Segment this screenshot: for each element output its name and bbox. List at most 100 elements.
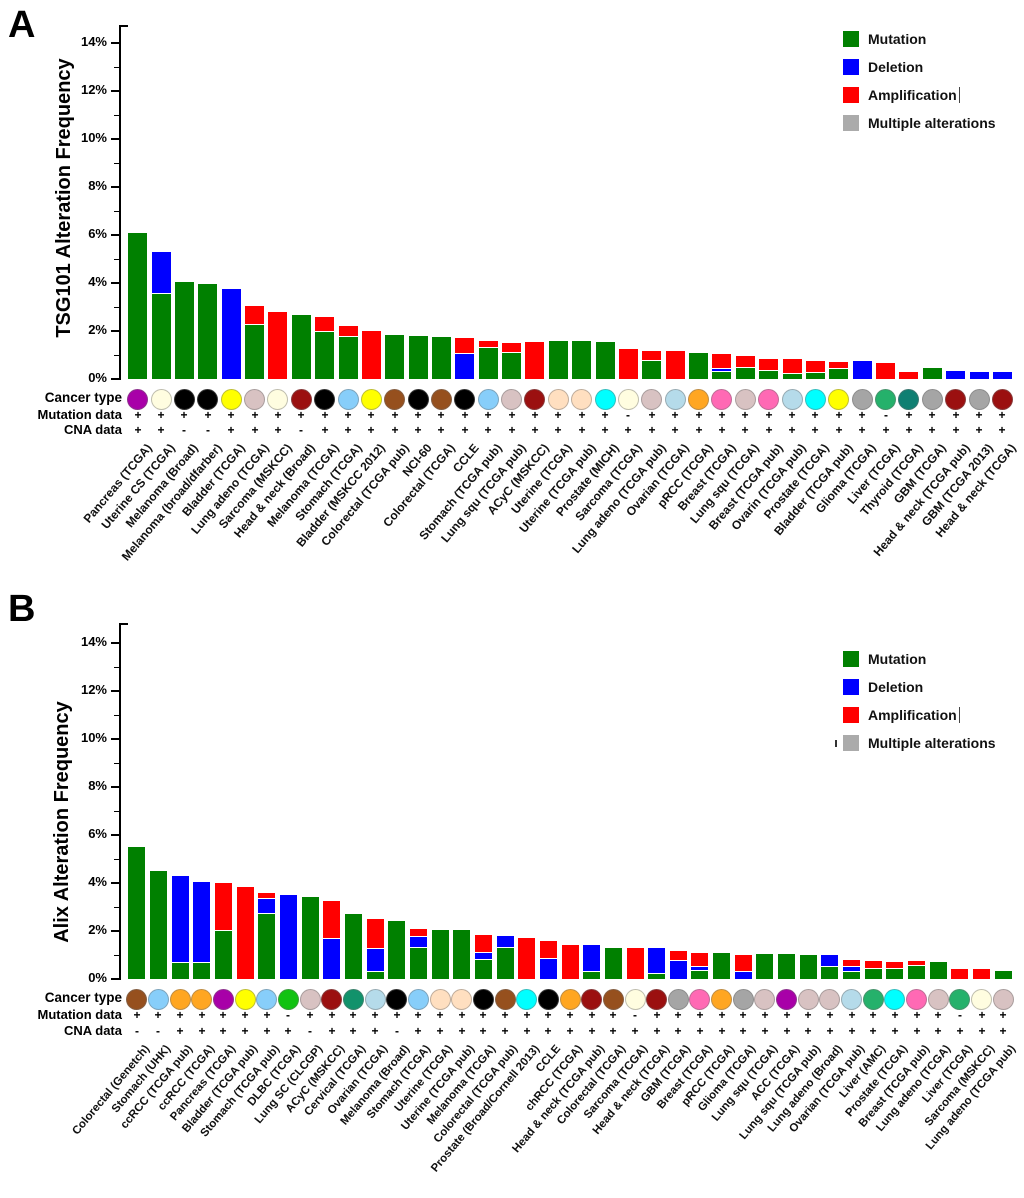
panel-b-cancer-type-dot [689, 989, 710, 1010]
panel-b-mutation-data-symbol: + [848, 1008, 856, 1022]
panel-b-bar-segment-mutation [172, 963, 189, 979]
panel-b-cna-data-symbol: - [395, 1024, 399, 1038]
panel-b-cna-data-symbol: + [349, 1024, 357, 1038]
panel-b-bar-segment-amplification [627, 948, 644, 979]
panel-a-bar-segment-mutation [385, 335, 404, 379]
panel-b-bar-segment-mutation [302, 897, 319, 979]
panel-b-y-tick-mark [111, 786, 119, 788]
panel-a-bar-segment-amplification [666, 351, 685, 379]
panel-b-y-tick-label: 2% [88, 922, 107, 937]
panel-b-bar-segment-mutation [800, 955, 817, 979]
panel-b-cancer-type-dot [321, 989, 342, 1010]
panel-a-y-axis-top-tick [119, 25, 128, 27]
panel-a-mutation-data-symbol: + [321, 408, 329, 422]
panel-a-cna-data-symbol: + [227, 423, 235, 437]
panel-b-mutation-data-symbol: + [804, 1008, 812, 1022]
panel-a-bar-segment-mutation [175, 282, 194, 379]
panel-b-mutation-data-symbol: + [696, 1008, 704, 1022]
panel-b-cancer-type-dot [928, 989, 949, 1010]
panel-b-cna-data-symbol: + [739, 1024, 747, 1038]
panel-b-mutation-data-row-label: Mutation data [37, 1007, 123, 1022]
panel-b-y-tick-mark [111, 690, 119, 692]
text-cursor-artifact [958, 87, 960, 103]
panel-a-y-tick-mark [111, 378, 119, 380]
panel-b-bar-segment-deletion [735, 972, 752, 979]
panel-a-y-tick-label: 12% [80, 82, 107, 97]
legend-swatch-amplification [843, 707, 859, 723]
panel-a-cna-data-symbol: + [975, 423, 983, 437]
panel-a-cancer-type-dot [454, 389, 475, 410]
panel-a-cna-data-symbol: + [718, 423, 726, 437]
panel-b-y-tick-label: 12% [80, 682, 107, 697]
panel-a-cna-data-symbol: + [508, 423, 516, 437]
panel-a-cancer-type-dot [782, 389, 803, 410]
panel-a-cna-data-symbol: - [206, 423, 210, 437]
panel-b-cancer-type-dot [256, 989, 277, 1010]
panel-a-cna-data-symbol: + [251, 423, 259, 437]
panel-a-cna-data-symbol: + [952, 423, 960, 437]
panel-b-cna-data-symbol: - [308, 1024, 312, 1038]
panel-b-cna-data-symbol: + [241, 1024, 249, 1038]
panel-b-cancer-type-dot [560, 989, 581, 1010]
panel-b-cna-data-row-label: CNA data [63, 1023, 122, 1038]
panel-b-bar-segment-mutation [583, 972, 600, 979]
panel-a-cancer-type-dot [314, 389, 335, 410]
panel-b-cna-data-symbol: + [544, 1024, 552, 1038]
panel-a-cancer-type-dot [221, 389, 242, 410]
panel-b-cna-data-symbol: + [219, 1024, 227, 1038]
panel-a-cna-data-symbol: + [905, 423, 913, 437]
panel-b-bar-segment-deletion [258, 899, 275, 914]
panel-a-cancer-type-dot [267, 389, 288, 410]
panel-a-bar-segment-amplification [245, 306, 264, 325]
panel-a-bar-segment-deletion [222, 289, 241, 379]
panel-b-bar-segment-mutation [778, 954, 795, 979]
panel-b-cancer-type-dot [581, 989, 602, 1010]
panel-b-bar-segment-amplification [562, 945, 579, 979]
panel-a-cancer-type-dot [875, 389, 896, 410]
legend-label: Mutation [868, 31, 927, 47]
panel-a-cna-data-symbol: + [554, 423, 562, 437]
panel-b-y-tick-mark [111, 978, 119, 980]
panel-a-bar-segment-deletion [946, 371, 965, 379]
panel-a-y-tick-label: 10% [80, 130, 107, 145]
panel-b-cancer-type-dot [408, 989, 429, 1010]
panel-a-cna-data-symbol: + [531, 423, 539, 437]
panel-b-bar-segment-mutation [930, 962, 947, 979]
panel-b-cna-data-symbol: + [848, 1024, 856, 1038]
panel-a-bar-segment-amplification [829, 362, 848, 369]
panel-a-cna-data-row-label: CNA data [63, 422, 122, 437]
panel-b-mutation-data-symbol: + [978, 1008, 986, 1022]
panel-a-cancer-type-dot [898, 389, 919, 410]
panel-a-mutation-data-symbol: + [718, 408, 726, 422]
panel-b-mutation-data-symbol: + [934, 1008, 942, 1022]
panel-a-legend-item: Amplification [843, 86, 960, 104]
panel-a-cna-data-symbol: + [391, 423, 399, 437]
panel-b-mutation-data-symbol: + [653, 1008, 661, 1022]
panel-a-cancer-type-dot [711, 389, 732, 410]
panel-a-cancer-type-dot [618, 389, 639, 410]
panel-b-bar-segment-amplification [540, 941, 557, 959]
panel-a-cna-data-symbol: + [484, 423, 492, 437]
panel-a-cna-data-symbol: + [741, 423, 749, 437]
legend-label: Multiple alterations [868, 735, 996, 751]
legend-label: Amplification [868, 707, 957, 723]
panel-b-cna-data-symbol: + [328, 1024, 336, 1038]
panel-b-legend-item: Amplification [843, 706, 960, 724]
panel-a-y-axis-line [119, 25, 121, 380]
panel-b-y-tick-label: 10% [80, 730, 107, 745]
panel-a-cancer-type-dot [361, 389, 382, 410]
panel-a-mutation-data-symbol: + [811, 408, 819, 422]
legend-swatch-deletion [843, 59, 859, 75]
panel-a-bar-segment-mutation [783, 374, 802, 379]
panel-a-cna-data-symbol: + [461, 423, 469, 437]
panel-b-bar-segment-amplification [973, 969, 990, 979]
panel-b-cna-data-symbol: + [631, 1024, 639, 1038]
panel-a-bar-segment-mutation [245, 325, 264, 379]
panel-b-mutation-data-symbol: + [219, 1008, 227, 1022]
panel-a-bar-segment-mutation [572, 341, 591, 379]
panel-a-bar-segment-deletion [455, 354, 474, 379]
panel-a-cna-data-symbol: + [134, 423, 142, 437]
panel-b-cna-data-symbol: + [978, 1024, 986, 1038]
panel-b-cna-data-symbol: + [891, 1024, 899, 1038]
panel-b-mutation-data-symbol: + [133, 1008, 141, 1022]
